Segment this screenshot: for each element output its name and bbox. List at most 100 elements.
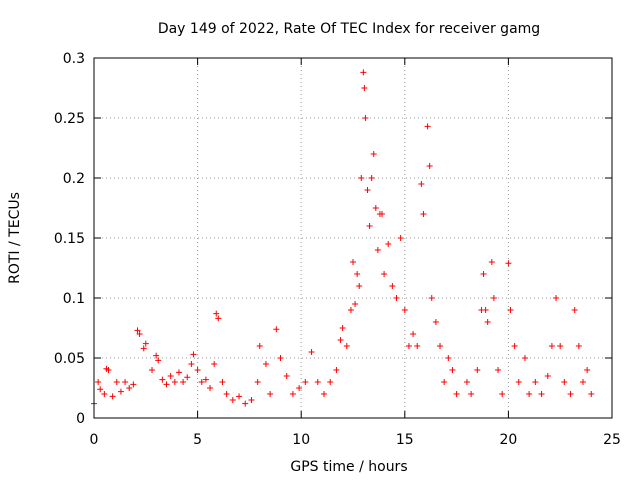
data-point	[215, 315, 222, 322]
data-point	[352, 301, 359, 307]
data-point	[105, 367, 112, 373]
data-point	[167, 373, 174, 379]
data-point	[113, 379, 120, 385]
data-point	[364, 187, 371, 193]
data-point	[207, 385, 214, 391]
data-point	[432, 319, 439, 325]
data-point	[198, 379, 205, 385]
data-point	[453, 391, 460, 397]
data-point	[424, 123, 431, 130]
data-point	[283, 373, 290, 379]
data-point	[142, 340, 149, 347]
data-point	[370, 151, 377, 157]
data-point	[548, 343, 555, 349]
data-point	[95, 379, 102, 385]
data-point	[426, 163, 433, 169]
x-tick-label: 0	[90, 432, 99, 448]
y-tick-label: 0.1	[63, 291, 85, 307]
data-point	[588, 391, 595, 397]
data-point	[117, 388, 124, 395]
data-point	[356, 283, 363, 289]
data-point	[490, 295, 497, 301]
data-point	[526, 391, 533, 397]
grid-lines	[94, 58, 612, 418]
y-tick-label: 0.05	[54, 351, 85, 367]
data-point	[553, 295, 560, 301]
data-point	[449, 367, 456, 373]
y-tick-label: 0.2	[63, 171, 85, 187]
data-point	[101, 391, 108, 397]
data-point	[414, 343, 421, 349]
x-tick-label: 5	[193, 432, 202, 448]
data-point	[343, 343, 350, 349]
data-point	[428, 295, 435, 301]
data-point	[273, 326, 280, 333]
data-points	[91, 69, 595, 407]
data-point	[126, 385, 133, 391]
data-point	[339, 325, 346, 331]
data-point	[296, 385, 303, 391]
data-point	[262, 361, 269, 367]
data-point	[405, 343, 412, 349]
data-point	[361, 85, 368, 91]
data-point	[584, 367, 591, 373]
data-point	[393, 295, 400, 301]
data-point	[397, 235, 404, 241]
data-point	[437, 343, 444, 349]
data-point	[354, 271, 361, 277]
data-point	[149, 367, 156, 373]
data-point	[175, 369, 182, 376]
y-tick-label: 0	[76, 411, 85, 427]
data-point	[254, 379, 261, 385]
data-point	[242, 400, 249, 407]
data-point	[567, 391, 574, 397]
data-point	[521, 355, 528, 361]
data-point	[420, 211, 427, 217]
data-point	[236, 393, 243, 400]
data-point	[410, 331, 417, 337]
data-point	[362, 115, 369, 121]
data-point	[474, 367, 481, 373]
data-point	[445, 355, 452, 361]
data-point	[194, 367, 201, 373]
data-point	[372, 205, 379, 211]
data-point	[219, 379, 226, 385]
data-point	[385, 241, 392, 247]
data-point	[366, 223, 373, 229]
data-point	[140, 345, 147, 352]
data-point	[468, 391, 475, 397]
data-point	[223, 391, 230, 397]
data-point	[184, 374, 191, 381]
data-point	[134, 327, 141, 334]
data-point	[337, 337, 344, 343]
data-point	[153, 352, 160, 359]
data-point	[505, 260, 512, 267]
x-tick-label: 20	[499, 432, 517, 448]
data-point	[544, 373, 551, 379]
y-tick-label: 0.25	[54, 111, 85, 127]
data-point	[511, 343, 518, 349]
data-point	[499, 391, 506, 397]
data-point	[136, 331, 143, 337]
data-point	[213, 310, 220, 317]
data-point	[401, 307, 408, 313]
y-tick-label: 0.15	[54, 231, 85, 247]
data-point	[480, 271, 487, 277]
data-point	[122, 379, 129, 385]
data-point	[229, 397, 236, 403]
data-point	[538, 391, 545, 397]
data-point	[289, 391, 296, 397]
data-point	[379, 211, 386, 217]
x-tick-label: 10	[292, 432, 310, 448]
data-point	[159, 376, 166, 383]
data-point	[561, 379, 568, 385]
y-axis-label: ROTI / TECUs	[7, 192, 23, 284]
data-point	[130, 381, 137, 388]
data-point	[308, 349, 315, 355]
data-point	[360, 69, 367, 76]
data-point	[277, 355, 284, 361]
data-point	[441, 379, 448, 385]
data-point	[507, 307, 514, 313]
data-point	[190, 351, 197, 358]
